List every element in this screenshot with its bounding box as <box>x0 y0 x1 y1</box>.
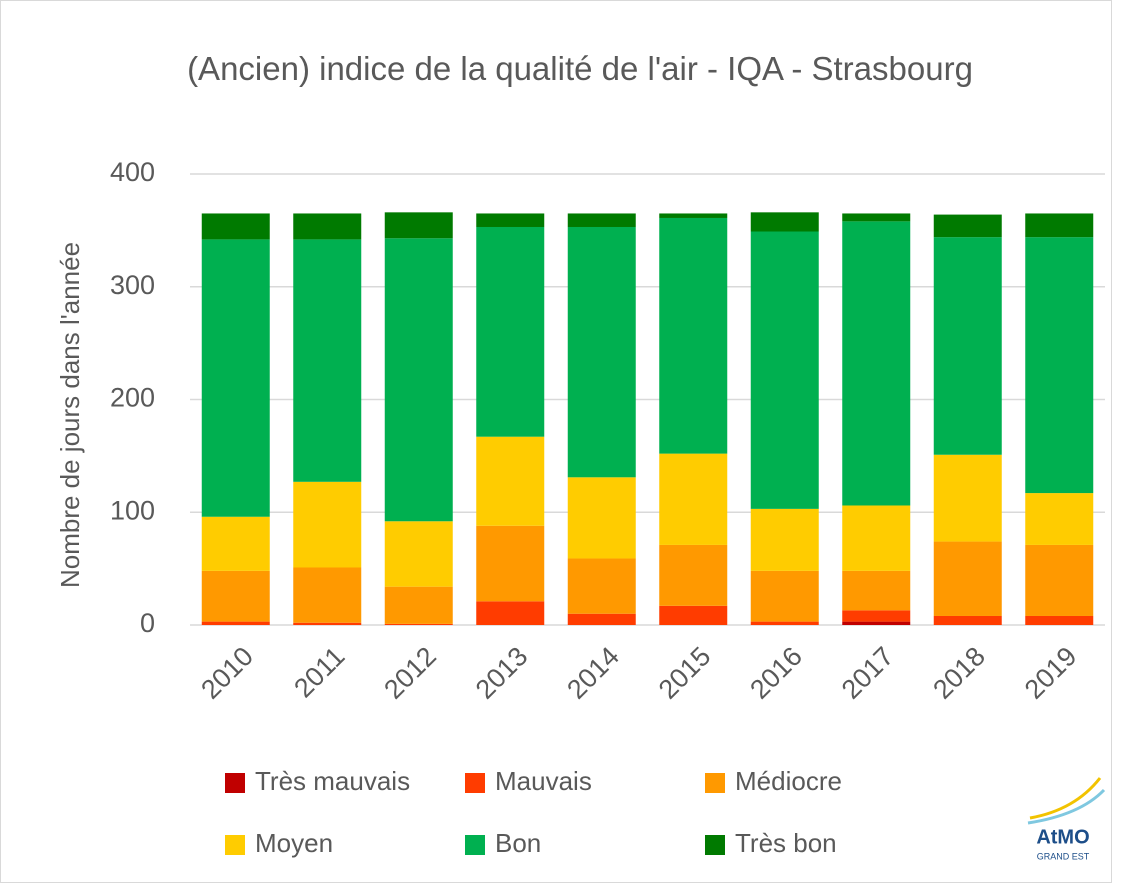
legend-swatch <box>705 773 725 793</box>
y-axis-label: Nombre de jours dans l'année <box>55 242 85 588</box>
legend-swatch <box>225 773 245 793</box>
bar-segment <box>750 212 819 232</box>
bar-segment <box>750 570 819 622</box>
bar-segment <box>659 453 728 545</box>
bar-segment <box>842 610 911 622</box>
bar-segment <box>1025 493 1094 545</box>
legend-label: Mauvais <box>495 766 592 796</box>
x-tick-label: 2010 <box>195 641 259 705</box>
bar-segment <box>1025 213 1094 238</box>
bar-segment <box>567 613 636 625</box>
bar-segment <box>293 239 362 482</box>
bar-segment <box>659 217 728 454</box>
x-tick-label: 2019 <box>1019 641 1083 705</box>
bar-segment <box>293 567 362 623</box>
legend-label: Très bon <box>735 828 837 858</box>
bar-segment <box>842 213 911 222</box>
y-tick-label: 100 <box>110 495 155 525</box>
legend-label: Bon <box>495 828 541 858</box>
legend-swatch <box>225 835 245 855</box>
x-tick-label: 2017 <box>836 641 900 705</box>
bar-segment <box>659 213 728 218</box>
bar-segment <box>567 477 636 559</box>
x-tick-label: 2014 <box>561 641 625 705</box>
x-tick-label: 2016 <box>744 641 808 705</box>
bar-segment <box>933 237 1002 455</box>
bar-segment <box>293 622 362 625</box>
bar-segment <box>476 213 545 227</box>
bar-segment <box>933 615 1002 625</box>
bar-segment <box>750 508 819 571</box>
legend-swatch <box>465 773 485 793</box>
logo-name: AtMO <box>1036 826 1089 848</box>
bar-segment <box>201 570 270 622</box>
bar-segment <box>659 605 728 625</box>
bar-segment <box>293 213 362 240</box>
legend-swatch <box>465 835 485 855</box>
bar-segment <box>476 601 545 625</box>
legend-swatch <box>705 835 725 855</box>
bar-segment <box>476 226 545 437</box>
bar-segment <box>842 221 911 506</box>
bar-segment <box>201 621 270 625</box>
bar-segment <box>750 231 819 509</box>
bar-segment <box>384 238 453 522</box>
bar-segment <box>384 623 453 625</box>
bar-segment <box>201 239 270 517</box>
bar-segment <box>1025 237 1094 494</box>
bar-segment <box>842 570 911 611</box>
y-tick-label: 400 <box>110 157 155 187</box>
bar-segment <box>567 558 636 614</box>
logo-swoosh <box>1027 788 1106 825</box>
bar-segment <box>567 226 636 478</box>
bar-segment <box>659 544 728 606</box>
y-tick-label: 300 <box>110 270 155 300</box>
bar-segment <box>750 621 819 625</box>
chart-title: (Ancien) indice de la qualité de l'air -… <box>187 50 973 87</box>
legend-label: Moyen <box>255 828 333 858</box>
bar-segment <box>933 214 1002 238</box>
bar-segment <box>476 525 545 602</box>
logo-subtitle: GRAND EST <box>1037 851 1090 861</box>
bar-segment <box>842 621 911 625</box>
bar-segment <box>293 481 362 568</box>
bar-segment <box>842 505 911 571</box>
x-tick-label: 2012 <box>378 641 442 705</box>
x-tick-label: 2015 <box>653 641 717 705</box>
logo: AtMO GRAND EST <box>1027 777 1106 861</box>
bar-segment <box>933 541 1002 616</box>
legend-label: Très mauvais <box>255 766 410 796</box>
bar-segment <box>476 436 545 526</box>
bar-segment <box>933 454 1002 542</box>
legend-label: Médiocre <box>735 766 842 796</box>
logo-swoosh <box>1029 777 1102 820</box>
x-tick-label: 2018 <box>927 641 991 705</box>
y-tick-label: 0 <box>140 608 155 638</box>
x-tick-label: 2013 <box>470 641 534 705</box>
bar-segment <box>1025 544 1094 616</box>
bar-segment <box>201 213 270 240</box>
x-tick-label: 2011 <box>288 641 350 703</box>
bar-segment <box>201 516 270 571</box>
bar-segment <box>384 521 453 587</box>
y-tick-label: 200 <box>110 383 155 413</box>
bar-segment <box>384 212 453 239</box>
bar-segment <box>1025 615 1094 625</box>
bar-segment <box>384 586 453 624</box>
bar-segment <box>567 213 636 227</box>
